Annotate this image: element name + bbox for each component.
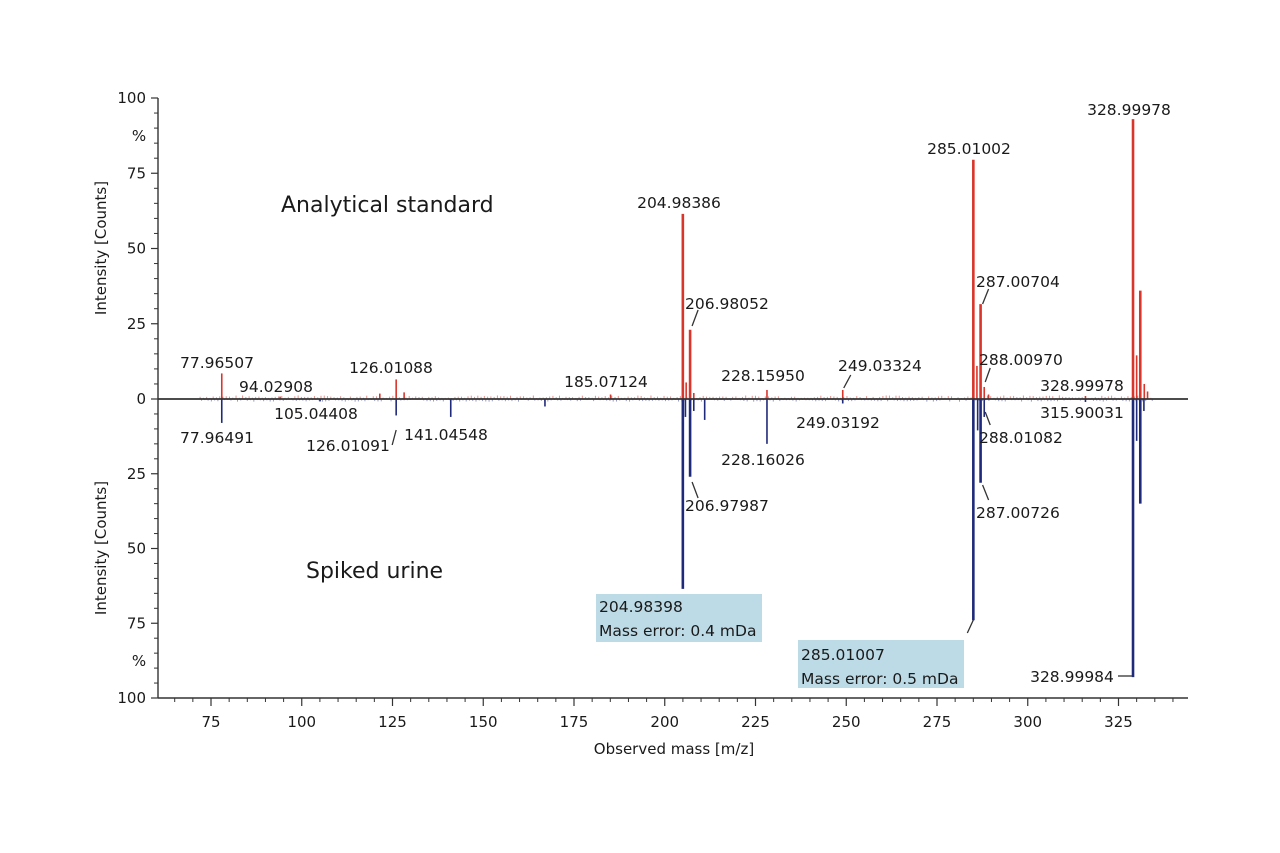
leader-urine-288	[984, 411, 991, 426]
mass-error-box-285: 285.01007 Mass error: 0.5 mDa	[798, 640, 964, 688]
peak-label-std-126: 126.01088	[349, 359, 433, 377]
peak-label-urine-249: 249.03192	[796, 414, 880, 432]
mass-error-box-204-mz: 204.98398	[599, 598, 683, 616]
y-tick-label-top-50: 50	[127, 240, 146, 258]
x-tick-label-100: 100	[287, 713, 316, 731]
leader-urine-126	[391, 429, 397, 446]
mass-error-box-204: 204.98398 Mass error: 0.4 mDa	[596, 594, 762, 642]
ticks-layer: 75 100 125 150 175 200 225 250 275 300 32510075502…	[117, 89, 1174, 731]
y-tick-label-top-25: 25	[127, 315, 146, 333]
peak-label-std-185: 185.07124	[564, 373, 648, 391]
x-tick-label-325: 325	[1104, 713, 1133, 731]
y-unit-top: %	[132, 127, 146, 145]
y-tick-label-bottom-50: 50	[127, 540, 146, 558]
peak-label-urine-141: 141.04548	[404, 426, 488, 444]
leader-urine-206	[691, 481, 699, 499]
y-tick-label-bottom-100: 100	[117, 689, 146, 707]
x-tick-label-200: 200	[650, 713, 679, 731]
peak-label-std-77: 77.96507	[180, 354, 254, 372]
y-axis-title-top: Intensity [Counts]	[92, 181, 110, 315]
mass-error-box-204-error: Mass error: 0.4 mDa	[599, 622, 756, 640]
leader-std-206	[691, 309, 699, 327]
leader-urine-287	[981, 484, 990, 501]
peak-label-std-288: 288.00970	[979, 351, 1063, 369]
peak-label-std-249: 249.03324	[838, 357, 922, 375]
y-tick-label-top-0: 0	[136, 390, 146, 408]
peak-label-std-287: 287.00704	[976, 273, 1060, 291]
x-tick-label-275: 275	[923, 713, 952, 731]
peak-label-urine-126: 126.01091	[306, 437, 390, 455]
peak-label-urine-105: 105.04408	[274, 405, 358, 423]
x-tick-label-225: 225	[741, 713, 770, 731]
leader-std-249	[843, 374, 852, 389]
peak-label-urine-287: 287.00726	[976, 504, 1060, 522]
section-label-standard: Analytical standard	[281, 193, 494, 218]
peak-labels-urine: 77.96491 105.04408 126.01091 141.04548 2…	[180, 404, 1124, 686]
y-tick-label-bottom-25: 25	[127, 465, 146, 483]
peak-label-urine-77: 77.96491	[180, 429, 254, 447]
peak-label-urine-288: 288.01082	[979, 429, 1063, 447]
peak-label-std-328: 328.99978	[1087, 101, 1171, 119]
axes-layer	[157, 98, 1188, 699]
leader-std-288	[984, 367, 991, 383]
y-axis-title-bottom: Intensity [Counts]	[92, 481, 110, 615]
x-tick-label-175: 175	[560, 713, 589, 731]
x-tick-label-75: 75	[201, 713, 220, 731]
y-tick-label-bottom-75: 75	[127, 614, 146, 632]
mass-error-box-285-bg	[798, 640, 964, 688]
mass-error-box-204-bg	[596, 594, 762, 642]
section-label-urine: Spiked urine	[306, 559, 443, 584]
leader-lines-layer	[391, 288, 1133, 677]
x-tick-label-125: 125	[378, 713, 407, 731]
peak-label-std-94: 94.02908	[239, 378, 313, 396]
mass-error-box-285-error: Mass error: 0.5 mDa	[801, 670, 958, 688]
leader-urine-285	[966, 619, 974, 634]
peak-bars-layer	[220, 119, 1149, 678]
x-tick-label-300: 300	[1013, 713, 1042, 731]
x-tick-label-150: 150	[469, 713, 498, 731]
peak-label-std-228: 228.15950	[721, 367, 805, 385]
mass-error-box-285-mz: 285.01007	[801, 646, 885, 664]
peak-labels-standard: 77.96507 94.02908 126.01088 185.07124 20…	[180, 101, 1171, 396]
peak-label-urine-206: 206.97987	[685, 497, 769, 515]
y-tick-label-top-100: 100	[117, 89, 146, 107]
x-axis-title: Observed mass [m/z]	[594, 740, 754, 758]
leader-std-287	[981, 288, 990, 305]
peak-label-urine-228: 228.16026	[721, 451, 805, 469]
peak-label-std-206: 206.98052	[685, 295, 769, 313]
peak-label-urine-315: 315.90031	[1040, 404, 1124, 422]
peak-label-urine-328: 328.99984	[1030, 668, 1114, 686]
peak-label-std-315: 328.99978	[1040, 377, 1124, 395]
y-tick-label-top-75: 75	[127, 164, 146, 182]
peak-label-std-285: 285.01002	[927, 140, 1011, 158]
y-unit-bottom: %	[132, 652, 146, 670]
x-tick-label-250: 250	[832, 713, 861, 731]
peak-label-std-204: 204.98386	[637, 194, 721, 212]
